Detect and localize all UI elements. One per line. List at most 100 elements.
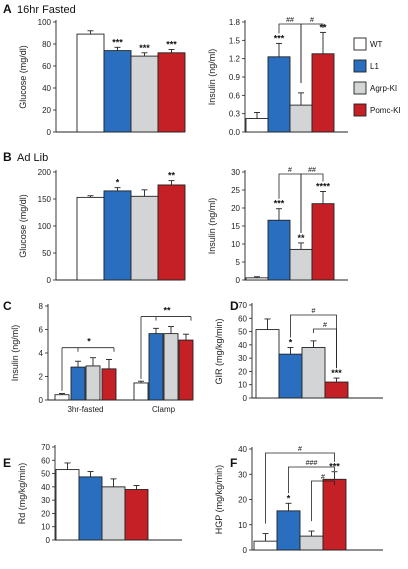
- bar-l1-3hr-fasted: [70, 366, 86, 401]
- y-tick-label: 70: [238, 301, 247, 310]
- y-tick-label: 0: [47, 128, 52, 137]
- bar-pomc-ki: [322, 478, 347, 551]
- y-tick-label: 8: [39, 302, 44, 311]
- panel-a1: 0 20 40 60 80 100 Glucose (mg/dl) *** *** ***: [18, 18, 186, 137]
- y-tick-label: 0: [47, 276, 52, 285]
- bar-l1: [278, 353, 303, 399]
- panel-c: C 0 2 4 6 8 Insulin (ng/ml) 3hr-fasted * Clamp **: [3, 299, 194, 414]
- y-tick-label: 10: [41, 523, 50, 532]
- y-tick-label: 5: [236, 258, 241, 267]
- section-label-b: B: [3, 150, 12, 164]
- y-tick-label: 0.0: [229, 128, 241, 137]
- y-tick-label: 20: [42, 106, 51, 115]
- y-tick-label: 50: [41, 470, 50, 479]
- y-tick-label: 50: [42, 249, 51, 258]
- y-tick-label: 40: [238, 341, 247, 350]
- y-tick-label: 0: [243, 394, 248, 403]
- bar-agrp-ki: [299, 535, 324, 551]
- y-tick-label: 0.6: [229, 91, 241, 100]
- bracket-label: #: [323, 322, 327, 329]
- bracket-line: [311, 480, 335, 522]
- section-title-a: 16hr Fasted: [17, 4, 76, 16]
- bracket-line: [313, 328, 337, 369]
- bar-wt: [245, 277, 269, 281]
- bar-pomc-ki-3hr-fasted: [101, 368, 117, 401]
- panel-e: E 0 10 20 30 40 50 60 70 Rd (mg/kg/min): [3, 443, 182, 545]
- significance-mark: **: [297, 233, 305, 243]
- panel-label-f: F: [230, 456, 237, 470]
- bar-wt: [55, 469, 80, 541]
- y-tick-label: 25: [231, 186, 240, 195]
- significance-mark: *: [87, 337, 91, 347]
- bracket-label: ##: [308, 167, 316, 174]
- x-category-label: Clamp: [152, 405, 176, 414]
- bar-l1: [78, 476, 103, 541]
- y-tick-label: 0: [46, 536, 51, 545]
- significance-mark: ***: [166, 40, 177, 50]
- y-tick-label: 10: [238, 521, 247, 530]
- y-tick-label: 30: [238, 354, 247, 363]
- bracket-line: [288, 466, 335, 494]
- y-tick-label: 1.5: [229, 36, 241, 45]
- y-tick-label: 6: [39, 326, 44, 335]
- significance-mark: **: [168, 171, 176, 181]
- significance-mark: ***: [112, 37, 123, 47]
- bracket-line: [265, 452, 335, 524]
- panel-label-c: C: [3, 299, 12, 313]
- bar-agrp-ki: [101, 486, 126, 541]
- y-tick-label: 20: [41, 509, 50, 518]
- bar-pomc-ki: [124, 489, 149, 541]
- y-tick-label: 30: [238, 470, 247, 479]
- bar-agrp-ki: [130, 55, 159, 133]
- y-tick-label: 15: [231, 222, 240, 231]
- bar-agrp-ki: [289, 248, 313, 281]
- y-tick-label: 80: [42, 40, 51, 49]
- legend-label-l1: L1: [370, 62, 379, 71]
- y-tick-label: 60: [238, 314, 247, 323]
- y-axis-label: Insulin (ng/ml): [207, 49, 217, 106]
- y-axis-label: GIR (mg/kg/min): [214, 318, 224, 384]
- legend-label-agrp-ki: Agrp-KI: [370, 84, 397, 93]
- bar-wt: [245, 118, 269, 133]
- bar-l1: [267, 56, 291, 133]
- y-tick-label: 10: [231, 240, 240, 249]
- y-tick-label: 70: [41, 443, 50, 452]
- y-tick-label: 150: [38, 195, 52, 204]
- bracket-label: #: [310, 17, 314, 24]
- bar-agrp-ki: [301, 347, 326, 399]
- bar-l1: [103, 50, 132, 133]
- bar-wt-3hr-fasted: [54, 394, 70, 401]
- x-category-label: 3hr-fasted: [67, 405, 103, 414]
- bracket-label: #: [298, 446, 302, 453]
- bar-pomc-ki: [311, 203, 335, 281]
- significance-mark: ***: [274, 33, 285, 43]
- y-tick-label: 60: [42, 62, 51, 71]
- bar-pomc-ki-clamp: [178, 339, 194, 401]
- bar-wt: [255, 329, 280, 399]
- y-tick-label: 10: [238, 381, 247, 390]
- y-tick-label: 20: [238, 367, 247, 376]
- significance-mark: ***: [139, 43, 150, 53]
- bracket-line: [300, 23, 324, 83]
- y-tick-label: 60: [41, 456, 50, 465]
- significance-mark: *: [116, 178, 120, 188]
- y-tick-label: 1.2: [229, 55, 241, 64]
- bracket-label: #: [321, 474, 325, 481]
- y-tick-label: 0: [243, 546, 248, 555]
- legend-label-wt: WT: [370, 40, 383, 49]
- significance-mark: *: [287, 493, 291, 503]
- bar-agrp-ki: [130, 195, 159, 281]
- legend-label-pomc-ki: Pomc-KI: [370, 106, 401, 115]
- y-tick-label: 100: [38, 18, 52, 27]
- y-tick-label: 200: [38, 168, 52, 177]
- bracket-label: ###: [306, 460, 318, 467]
- bar-pomc-ki: [311, 53, 335, 133]
- bracket-label: #: [312, 308, 316, 315]
- bar-wt: [76, 33, 105, 133]
- y-tick-label: 100: [38, 222, 52, 231]
- bar-agrp-ki-3hr-fasted: [85, 365, 101, 401]
